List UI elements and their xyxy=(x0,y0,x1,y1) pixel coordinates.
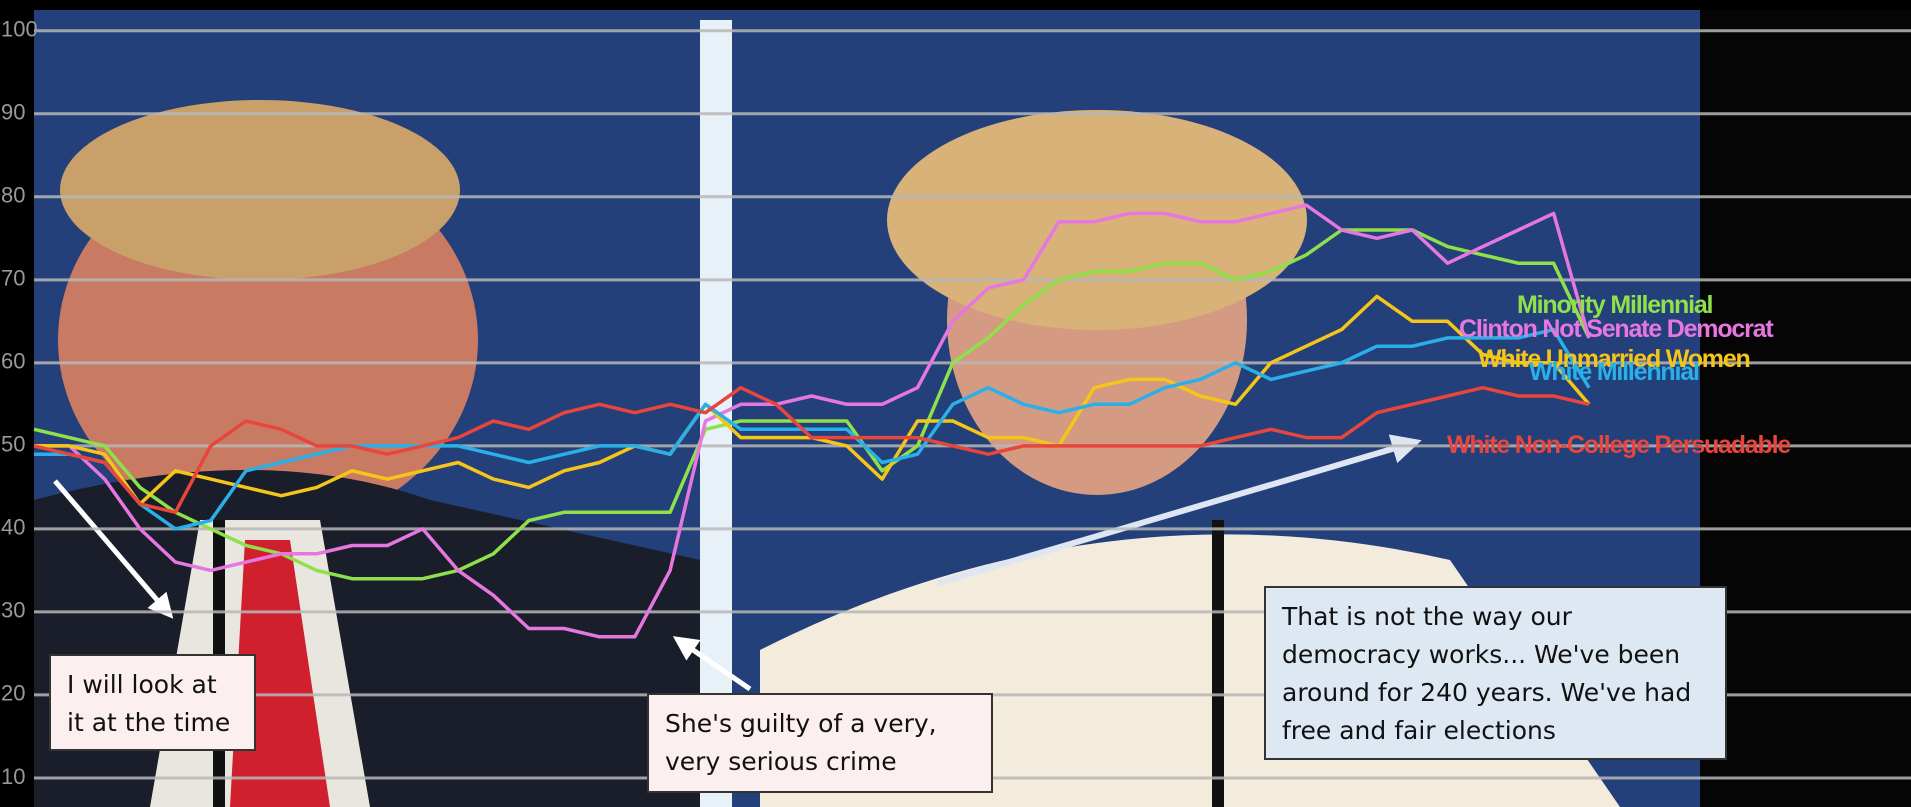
page: 102030405060708090100Minority Millennial… xyxy=(0,0,1911,807)
legend-label: Clinton Not Senate Democrat xyxy=(1459,315,1774,343)
y-tick-label: 100 xyxy=(1,17,38,42)
legend-label: White Non-College Persuadable xyxy=(1447,431,1791,459)
legend-label: White Millennial xyxy=(1529,358,1699,386)
annotation: She's guilty of a very, very serious cri… xyxy=(647,693,993,793)
y-tick-label: 90 xyxy=(1,100,25,125)
y-tick-label: 20 xyxy=(1,681,25,706)
y-tick-label: 30 xyxy=(1,598,25,623)
y-tick-label: 10 xyxy=(1,764,25,789)
y-tick-label: 50 xyxy=(1,432,25,457)
y-tick-label: 70 xyxy=(1,266,25,291)
annotation: I will look at it at the time xyxy=(49,654,256,751)
y-tick-label: 80 xyxy=(1,183,25,208)
y-tick-label: 60 xyxy=(1,349,25,374)
y-tick-label: 40 xyxy=(1,515,25,540)
annotation: That is not the way our democracy works.… xyxy=(1264,586,1727,760)
